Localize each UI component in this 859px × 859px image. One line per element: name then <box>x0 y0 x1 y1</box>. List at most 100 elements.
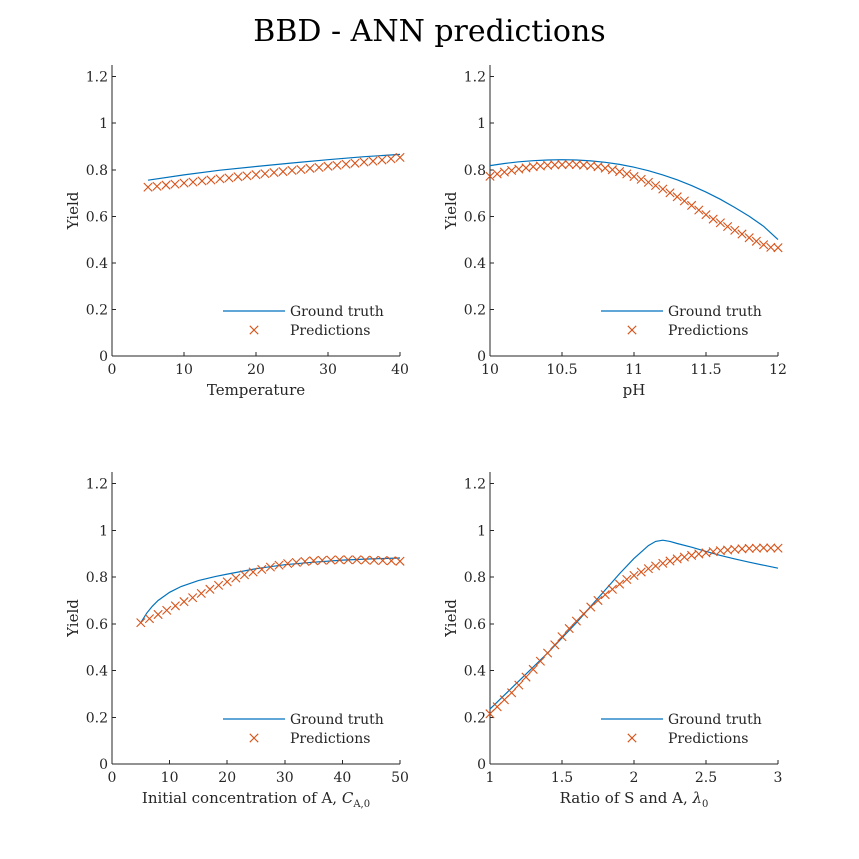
prediction-marker-stroke <box>144 614 155 624</box>
prediction-marker <box>571 160 581 170</box>
prediction-marker-stroke <box>658 558 668 568</box>
prediction-marker <box>672 554 682 564</box>
prediction-marker <box>170 601 180 611</box>
prediction-marker-stroke <box>260 169 270 179</box>
prediction-marker <box>564 623 574 634</box>
x-tick-label: 3 <box>774 770 783 786</box>
prediction-marker <box>737 229 747 239</box>
prediction-marker-stroke <box>323 161 333 171</box>
prediction-marker <box>715 546 725 556</box>
x-tick-label: 11 <box>625 362 643 378</box>
legend-marker-swatch <box>627 733 637 743</box>
y-tick-label: 0.8 <box>86 163 108 179</box>
prediction-marker <box>550 160 560 170</box>
x-axis-title-text: Initial concentration of A, <box>142 789 342 807</box>
y-tick-label: 0 <box>477 349 486 365</box>
prediction-marker <box>492 702 502 712</box>
prediction-marker <box>571 616 581 626</box>
prediction-marker <box>651 181 661 191</box>
prediction-marker-stroke <box>369 555 379 565</box>
y-tick-label: 0.4 <box>86 256 108 272</box>
y-tick-label: 1.2 <box>86 70 108 86</box>
prediction-marker <box>326 555 336 565</box>
prediction-marker <box>161 180 171 190</box>
x-tick-label: 11.5 <box>690 362 721 378</box>
prediction-marker <box>759 240 769 250</box>
prediction-marker <box>231 573 241 583</box>
prediction-marker <box>251 170 261 180</box>
prediction-marker <box>665 188 675 198</box>
prediction-marker-stroke <box>291 557 301 567</box>
prediction-marker-stroke <box>694 205 704 215</box>
prediction-marker-stroke <box>730 544 740 554</box>
prediction-marker <box>622 169 632 179</box>
prediction-marker-stroke <box>535 161 545 171</box>
prediction-marker <box>206 175 216 185</box>
prediction-marker <box>701 210 711 220</box>
prediction-marker-stroke <box>360 555 371 565</box>
x-tick-label: 30 <box>319 362 337 378</box>
y-tick-label: 0.2 <box>464 710 486 726</box>
prediction-marker <box>521 672 531 682</box>
y-tick-label: 0.8 <box>464 570 486 586</box>
prediction-marker <box>242 171 252 181</box>
prediction-marker <box>188 593 198 603</box>
prediction-marker <box>679 196 689 206</box>
subplot-4: 1 1.5 2 2.5 3 0 0.2 0.4 0.6 0.8 1 1.2 Yield Ratio of … <box>442 472 783 810</box>
prediction-marker-stroke <box>766 543 776 553</box>
prediction-marker-stroke <box>622 574 632 585</box>
prediction-marker-stroke <box>607 165 617 175</box>
prediction-marker <box>360 555 371 565</box>
prediction-marker-stroke <box>629 171 639 182</box>
prediction-marker-stroke <box>242 171 252 181</box>
prediction-marker <box>215 174 225 184</box>
prediction-marker-stroke <box>231 573 241 583</box>
prediction-marker <box>730 225 740 235</box>
legend-label: Predictions <box>290 323 370 339</box>
legend: Ground truth Predictions <box>601 712 762 747</box>
prediction-marker-stroke <box>571 616 581 626</box>
prediction-marker-stroke <box>643 177 653 187</box>
prediction-marker-stroke <box>317 555 327 565</box>
prediction-marker-stroke <box>535 656 545 666</box>
prediction-marker-stroke <box>188 593 198 603</box>
prediction-marker-stroke <box>222 577 232 587</box>
y-tick-label: 0.6 <box>86 209 108 225</box>
prediction-marker <box>535 656 545 666</box>
prediction-marker-stroke <box>564 159 574 169</box>
prediction-marker <box>615 579 625 589</box>
prediction-marker-stroke <box>651 561 661 571</box>
prediction-marker <box>730 544 740 554</box>
prediction-marker <box>751 543 761 553</box>
prediction-marker-stroke <box>152 181 162 191</box>
prediction-marker-stroke <box>386 556 396 566</box>
y-tick-label: 0.6 <box>464 209 486 225</box>
x-tick-label: 12 <box>769 362 787 378</box>
prediction-marker-stroke <box>359 157 369 167</box>
prediction-marker-stroke <box>687 200 697 210</box>
y-tick-label: 1 <box>99 116 108 132</box>
prediction-marker <box>593 162 603 172</box>
x-tick-label: 10 <box>481 362 499 378</box>
prediction-marker <box>179 178 189 188</box>
legend-label: Ground truth <box>668 304 762 320</box>
ground-truth-line <box>140 557 401 624</box>
prediction-marker-stroke <box>593 162 603 172</box>
y-tick-label: 0.4 <box>464 256 486 272</box>
y-tick-label: 0.2 <box>86 710 108 726</box>
prediction-marker-stroke <box>615 167 625 177</box>
y-axis-title: Yield <box>442 599 460 638</box>
prediction-marker <box>744 233 754 243</box>
y-tick-label: 1 <box>99 523 108 539</box>
legend: Ground truth Predictions <box>223 304 384 339</box>
prediction-marker-stroke <box>759 240 769 250</box>
y-tick-label: 1.2 <box>464 477 486 493</box>
y-tick-label: 1.2 <box>464 70 486 86</box>
prediction-marker-stroke <box>557 160 567 170</box>
subplot-2: 10 10.5 11 11.5 12 0 0.2 0.4 0.6 0.8 1 1.2 Yield pH Gr… <box>442 65 787 399</box>
prediction-marker <box>296 164 306 175</box>
legend-label: Ground truth <box>290 712 384 728</box>
prediction-marker-stroke <box>773 243 783 253</box>
prediction-marker-stroke <box>179 178 189 188</box>
